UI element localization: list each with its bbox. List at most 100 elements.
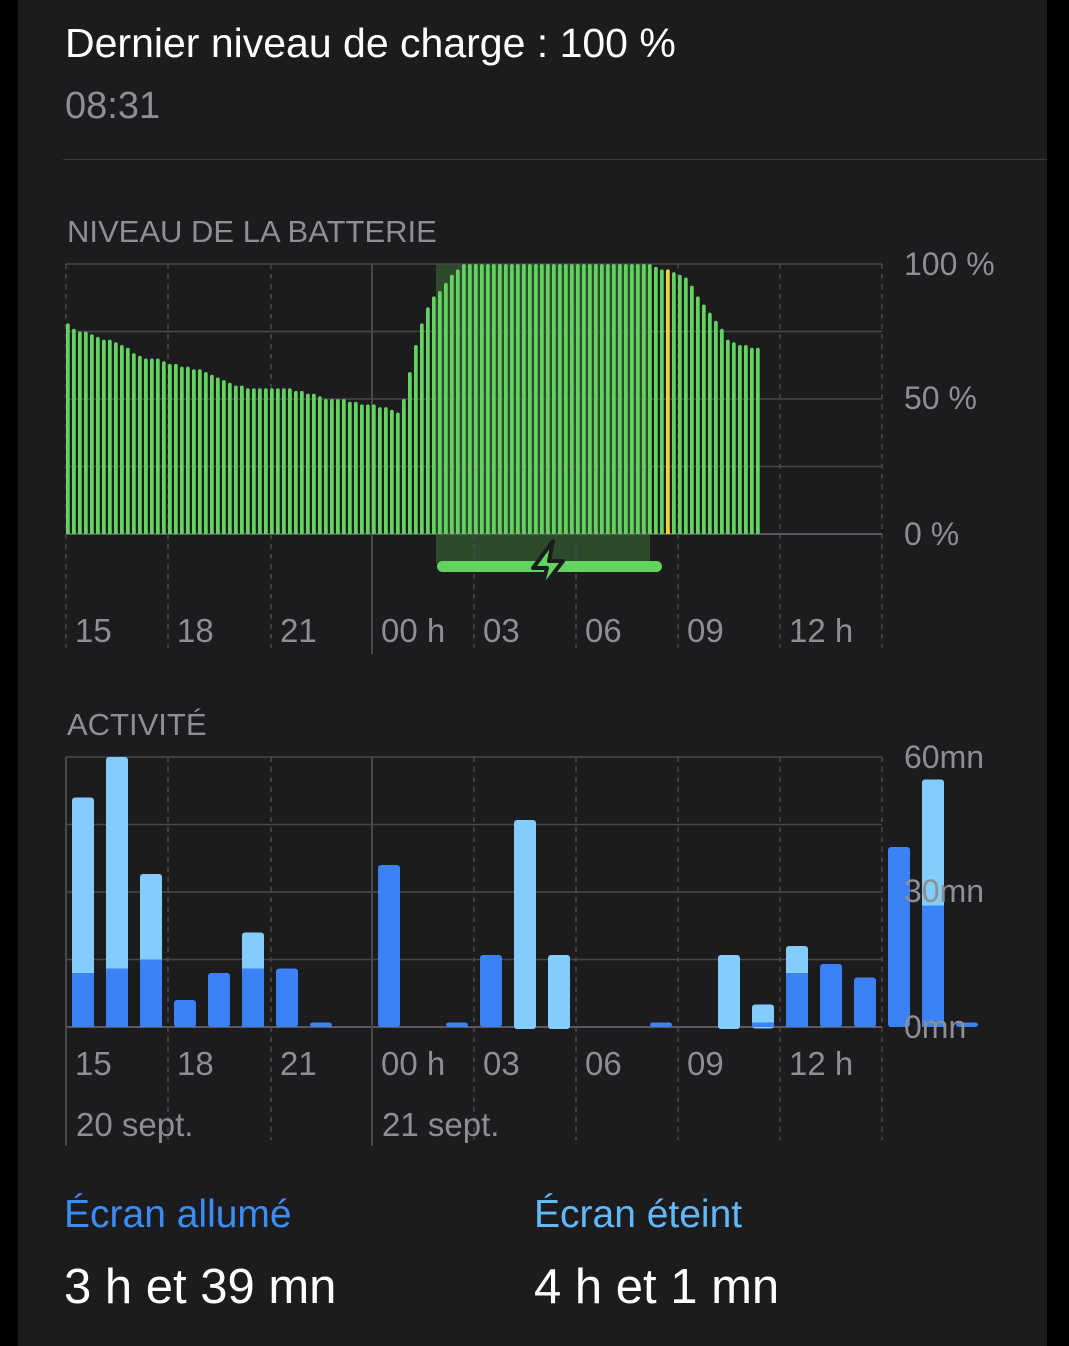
battery-bar-base xyxy=(222,530,226,534)
battery-bar-base xyxy=(558,530,562,534)
battery-bar xyxy=(552,264,556,534)
battery-bar-base xyxy=(402,530,406,534)
battery-bar-base xyxy=(546,530,550,534)
battery-bar xyxy=(384,407,388,534)
battery-bar-base xyxy=(348,530,352,534)
battery-bar xyxy=(378,407,382,534)
battery-bar xyxy=(270,388,274,534)
battery-bar xyxy=(564,264,568,534)
battery-bar-base xyxy=(642,530,646,534)
battery-bar-base xyxy=(636,530,640,534)
battery-bar-base xyxy=(228,530,232,534)
battery-bar xyxy=(396,412,400,534)
battery-bar xyxy=(534,264,538,534)
battery-bar xyxy=(288,388,292,534)
activity-chart-title: ACTIVITÉ xyxy=(67,707,207,742)
battery-bar xyxy=(126,347,130,534)
battery-bar-base xyxy=(480,530,484,534)
activity-bar-screen-off xyxy=(922,779,944,912)
battery-bar xyxy=(276,388,280,534)
battery-bar xyxy=(714,320,718,534)
battery-bar xyxy=(234,385,238,534)
battery-bar-base xyxy=(330,530,334,534)
battery-bar xyxy=(744,345,748,534)
battery-bar xyxy=(540,264,544,534)
battery-bar-base xyxy=(210,530,214,534)
battery-bar xyxy=(372,404,376,534)
battery-bar-base xyxy=(336,530,340,534)
battery-bar-base xyxy=(372,530,376,534)
battery-bar xyxy=(618,264,622,534)
battery-bar-base xyxy=(192,530,196,534)
screen-off-value: 4 h et 1 mn xyxy=(534,1260,780,1314)
activity-bar-screen-off xyxy=(106,757,128,975)
activity-bar-screen-on xyxy=(854,977,876,1027)
battery-bar-base xyxy=(84,530,88,534)
battery-bar xyxy=(204,372,208,534)
battery-bar xyxy=(228,382,232,534)
battery-bar xyxy=(120,345,124,534)
battery-bar xyxy=(144,358,148,534)
battery-bar xyxy=(402,399,406,534)
battery-bar xyxy=(138,355,142,534)
battery-bar-base xyxy=(312,530,316,534)
battery-bar-base xyxy=(486,530,490,534)
activity-bar-screen-on xyxy=(310,1022,332,1027)
battery-bar xyxy=(696,296,700,534)
activity-bar-screen-on xyxy=(140,959,162,1027)
battery-bar xyxy=(606,264,610,534)
battery-bar xyxy=(456,269,460,534)
screen-on-value: 3 h et 39 mn xyxy=(64,1260,337,1314)
battery-bar xyxy=(600,264,604,534)
battery-bar-base xyxy=(414,530,418,534)
activity-y-tick: 60mn xyxy=(904,739,984,775)
battery-bar-base xyxy=(600,530,604,534)
battery-bar xyxy=(90,334,94,534)
activity-bar-screen-on xyxy=(446,1022,468,1027)
battery-bar xyxy=(498,264,502,534)
battery-bar-base xyxy=(462,530,466,534)
battery-x-tick: 21 xyxy=(280,612,317,649)
battery-bar xyxy=(72,328,76,534)
battery-bar xyxy=(192,369,196,534)
battery-x-tick: 09 xyxy=(687,612,724,649)
last-charge-title: Dernier niveau de charge : 100 % xyxy=(65,20,676,66)
battery-bar-base xyxy=(324,530,328,534)
screen-off-legend: Écran éteint 4 h et 1 mn xyxy=(534,1193,779,1315)
battery-bar xyxy=(102,339,106,534)
battery-bar xyxy=(330,399,334,534)
screen-on-label: Écran allumé xyxy=(64,1193,292,1236)
activity-x-tick: 00 h xyxy=(381,1045,445,1082)
activity-bar-screen-on xyxy=(650,1022,672,1027)
battery-bar xyxy=(426,307,430,534)
battery-bar-base xyxy=(144,530,148,534)
battery-bar xyxy=(258,388,262,534)
battery-bar-base xyxy=(594,530,598,534)
battery-bar-base xyxy=(612,530,616,534)
battery-bar xyxy=(294,390,298,534)
battery-bar xyxy=(324,399,328,534)
battery-bar xyxy=(66,323,70,534)
screen-on-legend: Écran allumé 3 h et 39 mn xyxy=(64,1193,336,1315)
battery-bar-base xyxy=(282,530,286,534)
battery-bar-base xyxy=(168,530,172,534)
battery-bar-base xyxy=(246,530,250,534)
activity-bar-screen-off xyxy=(548,955,570,1029)
battery-bar xyxy=(354,401,358,534)
battery-x-tick: 06 xyxy=(585,612,622,649)
battery-bar xyxy=(588,264,592,534)
activity-bar-screen-off xyxy=(242,932,264,975)
battery-bar-base xyxy=(114,530,118,534)
battery-bar-base xyxy=(90,530,94,534)
battery-bar-base xyxy=(516,530,520,534)
battery-bar-base xyxy=(96,530,100,534)
battery-bar-base xyxy=(714,530,718,534)
battery-bar xyxy=(420,323,424,534)
battery-bar-base xyxy=(432,530,436,534)
battery-bar-base xyxy=(498,530,502,534)
battery-bar-base xyxy=(606,530,610,534)
battery-bar-base xyxy=(510,530,514,534)
activity-x-tick: 18 xyxy=(177,1045,214,1082)
battery-bar-base xyxy=(294,530,298,534)
